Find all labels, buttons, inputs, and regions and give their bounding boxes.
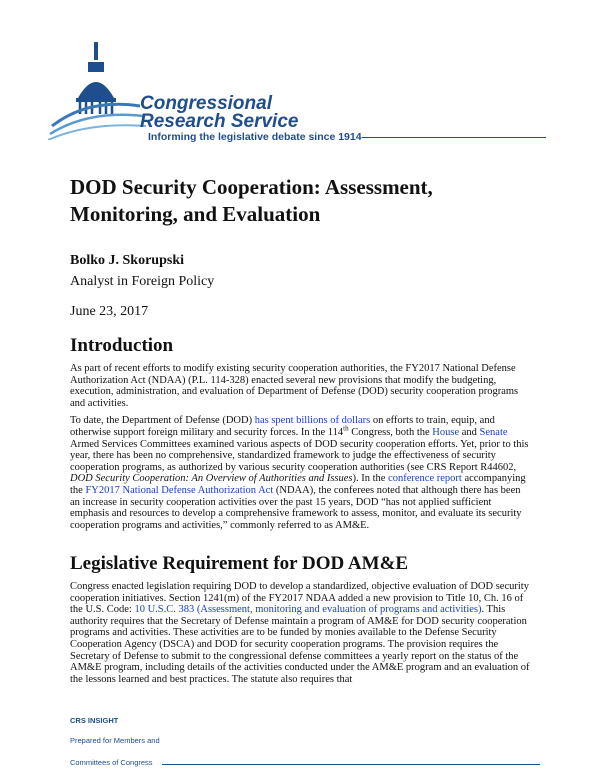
- tagline: Informing the legislative debate since 1…: [148, 131, 362, 143]
- date: June 23, 2017: [70, 304, 149, 319]
- link[interactable]: has spent billions of dollars: [254, 415, 371, 427]
- paragraph: Congress enacted legislation requiring D…: [70, 581, 532, 685]
- rule: [162, 764, 540, 765]
- text-run: Armed Services Committees examined vario…: [70, 438, 529, 473]
- section-heading: Introduction: [70, 335, 174, 356]
- paragraph: To date, the Department of Defense (DOD)…: [70, 415, 532, 531]
- link[interactable]: Senate: [479, 426, 508, 438]
- text-run: As part of recent efforts to modify exis…: [70, 363, 519, 409]
- crs-logo-dome: [48, 42, 147, 140]
- text-run: on efforts to train, equip, and otherwis…: [70, 415, 495, 438]
- text-run: . This authority requires that the Secre…: [70, 604, 530, 685]
- link[interactable]: 10 U.S.C. 383 (Assessment, monitoring an…: [134, 604, 482, 616]
- title: Monitoring, and Evaluation: [70, 202, 321, 226]
- link[interactable]: House: [432, 426, 460, 438]
- paragraph: As part of recent efforts to modify exis…: [70, 363, 532, 409]
- text-run: ). In the: [352, 473, 389, 485]
- text-run: accompanying the: [70, 473, 526, 496]
- author-role: Analyst in Foreign Policy: [70, 274, 215, 289]
- rule: [362, 137, 546, 138]
- text-run: DOD Security Cooperation: An Overview of…: [70, 473, 353, 485]
- footer-label: CRS INSIGHT: [70, 716, 119, 725]
- author-name: Bolko J. Skorupski: [70, 253, 184, 268]
- org-name: Research Service: [140, 111, 299, 132]
- org-name: Congressional: [140, 93, 272, 114]
- text-run: Congress enacted legislation requiring D…: [70, 581, 529, 616]
- section-heading: Legislative Requirement for DOD AM&E: [70, 553, 409, 574]
- link[interactable]: conference report: [388, 473, 462, 485]
- footer-text: Committees of Congress: [70, 758, 153, 767]
- text-run: (NDAA), the conferees noted that althoug…: [70, 484, 522, 531]
- text-run: and: [459, 426, 480, 438]
- link[interactable]: FY2017 National Defense Authorization Ac…: [85, 484, 274, 496]
- footer-text: Prepared for Members and: [70, 736, 160, 745]
- text-run: th: [343, 424, 349, 433]
- title: DOD Security Cooperation: Assessment,: [70, 175, 433, 199]
- section: Introduction As part of recent efforts t…: [70, 335, 532, 537]
- section: Legislative Requirement for DOD AM&E Con…: [70, 553, 532, 691]
- text-run: To date, the Department of Defense (DOD): [70, 415, 255, 427]
- text-run: Congress, both the: [348, 426, 433, 438]
